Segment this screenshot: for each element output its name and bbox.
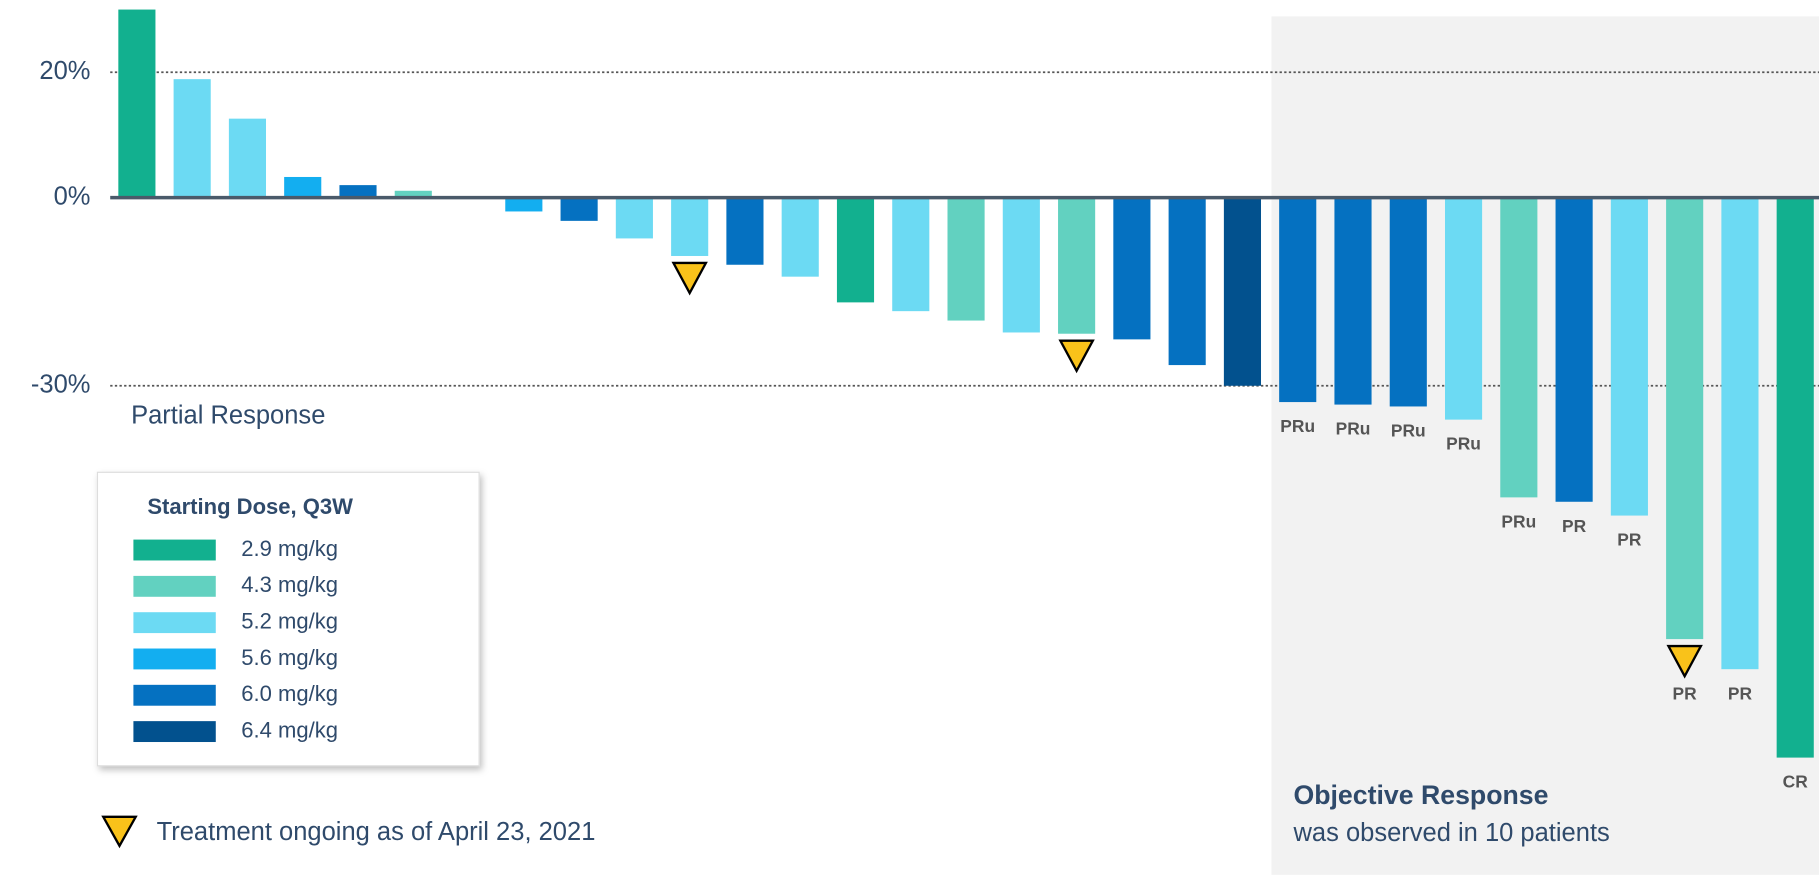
y-tick-label: 20%	[39, 57, 90, 85]
bar	[947, 197, 985, 321]
bar	[1500, 197, 1538, 498]
bar	[1113, 197, 1151, 340]
bar	[1666, 197, 1704, 640]
bar	[615, 197, 653, 239]
bar	[1223, 197, 1262, 386]
response-label: PR	[1617, 530, 1642, 550]
ongoing-marker	[1666, 644, 1703, 679]
bar	[228, 118, 267, 198]
y-tick-label: -30%	[31, 371, 91, 399]
bar	[671, 197, 709, 256]
bar	[1002, 197, 1040, 333]
response-label: PRu	[1336, 419, 1371, 439]
bar	[726, 197, 764, 265]
ongoing-marker	[671, 261, 708, 296]
bar	[118, 9, 156, 198]
response-label: CR	[1783, 772, 1809, 792]
response-label: PRu	[1446, 434, 1481, 454]
response-label: PR	[1562, 516, 1587, 536]
y-tick-label: 0%	[54, 182, 91, 210]
bar	[1058, 197, 1096, 334]
legend: 2.9 mg/kg 4.3 mg/kg 5.2 mg/kg 5.6 mg/kg 6.0 …	[133, 536, 338, 743]
legend-label: 5.2 mg/kg	[241, 608, 338, 633]
bar	[1555, 197, 1593, 502]
bar	[1389, 197, 1427, 407]
legend-title: Starting Dose, Q3W	[147, 494, 353, 519]
ongoing-note: Treatment ongoing as of April 23, 2021	[157, 818, 596, 846]
legend-label: 5.6 mg/kg	[241, 645, 338, 670]
response-label: PR	[1728, 683, 1753, 703]
bar	[284, 176, 322, 198]
bar	[173, 79, 211, 198]
bar	[1168, 197, 1206, 366]
ongoing-icon	[101, 815, 138, 849]
region-title: Objective Response	[1293, 780, 1548, 810]
bar	[560, 197, 598, 221]
legend-swatch	[133, 721, 216, 743]
bar	[1444, 197, 1483, 420]
response-label: PRu	[1501, 511, 1536, 531]
response-label: PRu	[1280, 416, 1315, 436]
grid: 20% 0% -30%	[31, 57, 1819, 399]
bar	[892, 197, 930, 312]
legend-swatch	[133, 684, 216, 706]
bar	[1279, 197, 1317, 403]
response-label: PR	[1673, 683, 1698, 703]
bar	[1776, 197, 1814, 758]
legend-label: 4.3 mg/kg	[241, 572, 338, 597]
region-subtitle: was observed in 10 patients	[1292, 819, 1609, 847]
legend-swatch	[133, 612, 216, 634]
bar	[505, 197, 543, 212]
bar	[1334, 197, 1372, 405]
bar	[1610, 197, 1648, 516]
legend-swatch	[133, 539, 216, 561]
legend-label: 6.4 mg/kg	[241, 717, 338, 742]
bar	[1721, 197, 1759, 670]
bar	[339, 185, 377, 198]
bar	[836, 197, 875, 303]
legend-label: 2.9 mg/kg	[241, 536, 338, 561]
threshold-label: Partial Response	[131, 401, 325, 429]
legend-label: 6.0 mg/kg	[241, 681, 338, 706]
legend-swatch	[133, 648, 216, 670]
legend-swatch	[133, 575, 216, 597]
response-label: PRu	[1391, 421, 1426, 441]
bar	[781, 197, 819, 277]
ongoing-marker	[1058, 339, 1095, 374]
bar	[394, 190, 432, 198]
bars: PRu PRu PRu PRu PRu PR PR PR PR CR	[118, 9, 1814, 792]
